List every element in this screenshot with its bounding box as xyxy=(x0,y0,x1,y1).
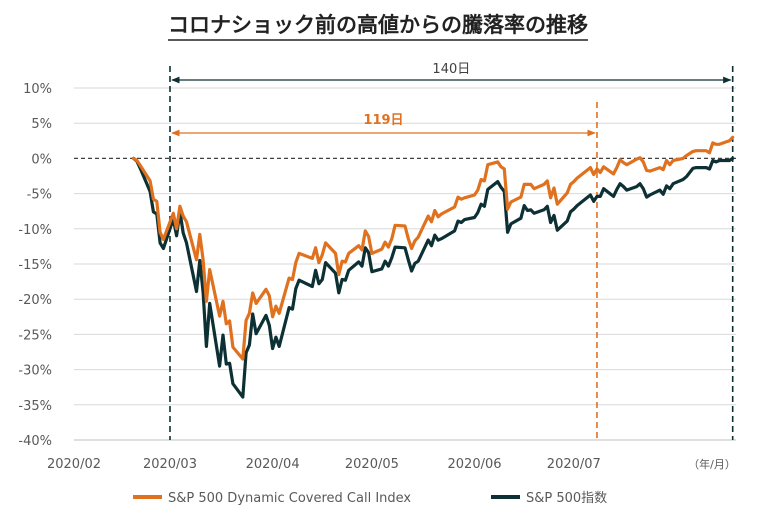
y-tick-label: 10% xyxy=(23,82,52,97)
y-tick-label: -20% xyxy=(18,293,52,308)
y-tick-label: -10% xyxy=(18,223,52,238)
y-tick-label: -35% xyxy=(18,399,52,414)
y-tick-label: -25% xyxy=(18,328,52,343)
span-label-140: 140日 xyxy=(432,62,470,77)
x-tick-label: 2020/04 xyxy=(246,457,300,472)
x-tick-label: 2020/05 xyxy=(345,457,399,472)
x-tick-label: 2020/03 xyxy=(143,457,197,472)
y-tick-label: -30% xyxy=(18,364,52,379)
series-line-covered-call xyxy=(132,135,735,361)
annotations: 140日 119日 xyxy=(169,62,734,440)
span-label-119: 119日 xyxy=(363,113,403,128)
y-tick-label: -40% xyxy=(18,434,52,449)
x-tick-label: 2020/02 xyxy=(47,457,101,472)
legend-label-covered-call: S&P 500 Dynamic Covered Call Index xyxy=(168,491,411,506)
x-tick-label: 2020/06 xyxy=(448,457,502,472)
x-axis-ticks: 2020/02 2020/03 2020/04 2020/05 2020/06 2020/… xyxy=(47,457,736,472)
y-tick-label: -15% xyxy=(18,258,52,273)
y-axis-ticks: 10% 5% 0% -5% -10% -15% -20% -25% -30% -35% -40% xyxy=(18,82,52,449)
y-tick-label: -5% xyxy=(27,188,52,203)
series-lines xyxy=(132,135,735,399)
legend-label-sp500: S&P 500指数 xyxy=(526,491,607,506)
grid-lines xyxy=(74,87,736,441)
legend: S&P 500 Dynamic Covered Call Index S&P 5… xyxy=(133,491,607,506)
chart-title: コロナショック前の高値からの騰落率の推移 xyxy=(168,13,588,37)
series-line-sp500 xyxy=(132,156,735,399)
y-tick-label: 0% xyxy=(31,152,52,167)
x-tick-label: 2020/07 xyxy=(547,457,601,472)
x-unit-label: （年/月） xyxy=(688,457,736,471)
y-tick-label: 5% xyxy=(31,117,52,132)
